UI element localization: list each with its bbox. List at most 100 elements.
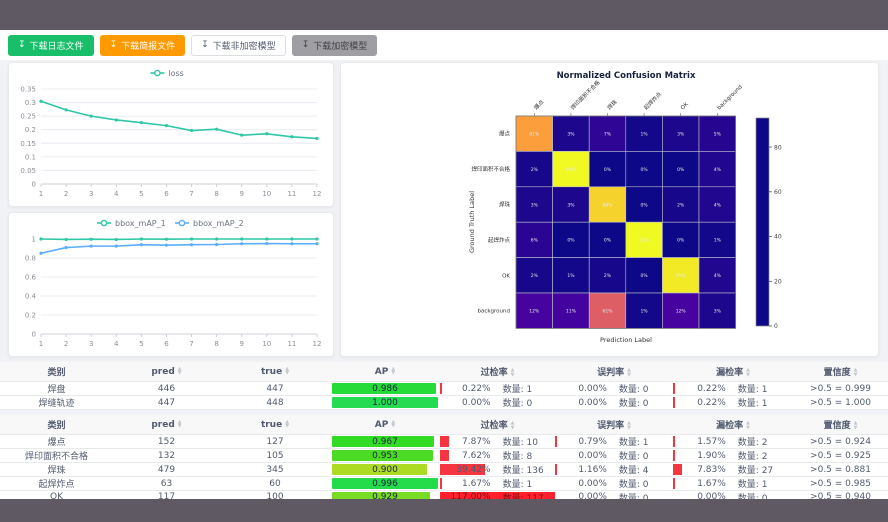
- confidence-cell: >0.5 = 0.985: [793, 476, 888, 491]
- col-header-confidence[interactable]: 置信度 ▲ ▼: [793, 362, 888, 382]
- svg-text:0.15: 0.15: [20, 140, 36, 148]
- col-header-miss-detect-rate[interactable]: 漏检率 ▲ ▼: [673, 362, 793, 382]
- svg-text:20: 20: [774, 278, 782, 285]
- confidence-cell: >0.5 = 0.881: [793, 462, 888, 477]
- svg-text:4%: 4%: [714, 167, 722, 173]
- svg-text:40: 40: [774, 234, 782, 241]
- legend-loss[interactable]: loss: [150, 69, 184, 78]
- svg-text:6%: 6%: [531, 238, 539, 244]
- ap-cell: 0.900: [330, 462, 440, 477]
- sort-caret-icon[interactable]: ▲ ▼: [510, 420, 515, 431]
- misjudge-cell: 0.00%数量: 0: [555, 395, 673, 410]
- loss-chart: 00.050.10.150.20.250.30.351 2 3 4 5 6 7 8 9 10 11 1…: [20, 69, 322, 198]
- col-header-true[interactable]: true ▲ ▼: [220, 362, 330, 382]
- true-cell: 127: [220, 434, 330, 449]
- matrix-col-label: 起焊炸点: [642, 90, 664, 112]
- col-header-class: 类别: [0, 362, 113, 382]
- sort-caret-icon[interactable]: ▲ ▼: [627, 367, 631, 378]
- matrix-cell: [662, 115, 700, 152]
- col-header-confidence[interactable]: 置信度 ▲ ▼: [793, 415, 888, 435]
- svg-text:0%: 0%: [604, 238, 612, 244]
- col-header-ap[interactable]: AP ▲ ▼: [330, 415, 440, 435]
- svg-text:1: 1: [39, 340, 43, 348]
- svg-text:1%: 1%: [641, 132, 649, 138]
- sort-caret-icon[interactable]: ▲ ▼: [627, 420, 631, 431]
- svg-text:0%: 0%: [641, 202, 649, 208]
- matrix-row-label: 起焊炸点: [488, 236, 511, 244]
- loss-chart-card: 0 0.05 0.1 0.15 0.2 0.25 0.3 0.35 1 2 3 4 5 6 7 8 9 10 11 1…: [8, 62, 334, 207]
- svg-text:0.05: 0.05: [20, 167, 36, 175]
- over-detect-bar: [440, 464, 486, 475]
- svg-text:12: 12: [313, 190, 322, 198]
- svg-text:4%: 4%: [714, 202, 722, 208]
- class-cell: 起焊炸点: [0, 476, 113, 491]
- sort-caret-icon[interactable]: ▲ ▼: [853, 420, 858, 431]
- legend-bbox_mAP_2[interactable]: bbox_mAP_2: [175, 219, 244, 228]
- svg-text:9: 9: [239, 190, 243, 198]
- true-cell: 448: [220, 395, 330, 410]
- pred-cell: 152: [113, 434, 220, 449]
- matrix-col-label: OK: [680, 101, 690, 111]
- sort-caret-icon[interactable]: ▲ ▼: [746, 367, 750, 378]
- misjudge-bar: [555, 436, 557, 447]
- sort-caret-icon[interactable]: ▲ ▼: [285, 418, 290, 429]
- download-log-button[interactable]: ↧ 下载日志文件: [8, 34, 94, 56]
- true-cell: 345: [220, 462, 330, 477]
- table-row: 焊印面积不合格 132 105 0.953 7.62% 数量: 8 0.00% 数量: 0 1.…: [0, 448, 888, 463]
- window-bottom-band: [0, 499, 888, 522]
- col-header-true[interactable]: true ▲ ▼: [220, 415, 330, 435]
- sort-caret-icon[interactable]: ▲ ▼: [510, 367, 515, 378]
- download-encrypted-model-button[interactable]: ↧ 下载加密模型: [291, 34, 378, 56]
- sort-caret-icon[interactable]: ▲ ▼: [391, 365, 396, 376]
- download-icon: ↧: [301, 39, 310, 50]
- matrix-row-label: background: [477, 309, 510, 315]
- button-label: 下载加密模型: [313, 41, 368, 52]
- sort-caret-icon[interactable]: ▲ ▼: [285, 365, 290, 376]
- col-header-pred[interactable]: pred ▲ ▼: [113, 415, 220, 435]
- svg-text:8: 8: [214, 340, 218, 348]
- col-header-over-detect-rate[interactable]: 过检率 ▲ ▼: [440, 415, 555, 435]
- sort-caret-icon[interactable]: ▲ ▼: [177, 418, 182, 429]
- svg-text:88%: 88%: [602, 202, 613, 208]
- confidence-cell: >0.5 = 1.000: [793, 395, 888, 410]
- matrix-cell: [515, 257, 553, 294]
- miss-detect-cell: 1.90% 数量: 2: [673, 448, 793, 463]
- over-detect-cell: 7.87% 数量: 10: [440, 434, 555, 449]
- true-cell: 447: [220, 381, 330, 396]
- svg-text:6: 6: [164, 190, 169, 198]
- download-plain-model-button[interactable]: ↧ 下载非加密模型: [191, 34, 286, 56]
- legend-bbox_mAP_1[interactable]: bbox_mAP_1: [97, 219, 166, 228]
- svg-text:7%: 7%: [604, 132, 612, 138]
- sort-caret-icon[interactable]: ▲ ▼: [391, 418, 396, 429]
- svg-text:2%: 2%: [604, 273, 612, 279]
- svg-text:11: 11: [287, 190, 296, 198]
- misjudge-cell: 0.79% 数量: 1: [555, 434, 673, 449]
- svg-text:1%: 1%: [567, 273, 575, 279]
- class-cell: 焊盘: [0, 381, 113, 396]
- col-header-ap[interactable]: AP ▲ ▼: [330, 362, 440, 382]
- svg-text:1: 1: [39, 190, 43, 198]
- sort-caret-icon[interactable]: ▲ ▼: [853, 367, 858, 378]
- col-header-pred[interactable]: pred ▲ ▼: [113, 362, 220, 382]
- matrix-cell: [625, 292, 663, 329]
- svg-text:12%: 12%: [676, 309, 687, 315]
- download-report-button[interactable]: ↧ 下载简报文件: [99, 34, 186, 56]
- svg-text:2%: 2%: [531, 273, 539, 279]
- sort-caret-icon[interactable]: ▲ ▼: [746, 420, 750, 431]
- matrix-col-label: 焊珠: [605, 98, 619, 112]
- matrix-col-label: 爆点: [532, 98, 546, 112]
- svg-text:3%: 3%: [567, 132, 575, 138]
- matrix-title: Normalized Confusion Matrix: [556, 71, 696, 81]
- svg-text:2: 2: [64, 190, 68, 198]
- col-header-over-detect-rate[interactable]: 过检率 ▲ ▼: [440, 362, 555, 382]
- svg-text:9: 9: [239, 340, 243, 348]
- over-detect-bar: [440, 383, 442, 394]
- col-header-misjudge-rate[interactable]: 误判率 ▲ ▼: [555, 415, 673, 435]
- col-header-misjudge-rate[interactable]: 误判率 ▲ ▼: [555, 362, 673, 382]
- download-icon: ↧: [18, 39, 26, 50]
- col-header-miss-detect-rate[interactable]: 漏检率 ▲ ▼: [673, 415, 793, 435]
- svg-text:91%: 91%: [676, 273, 687, 279]
- svg-text:0.2: 0.2: [25, 312, 36, 320]
- sort-caret-icon[interactable]: ▲ ▼: [177, 365, 182, 376]
- table-row: 爆点 152 127 0.967 7.87% 数量: 10 0.79% 数量: 1 1.57% 数…: [0, 434, 888, 449]
